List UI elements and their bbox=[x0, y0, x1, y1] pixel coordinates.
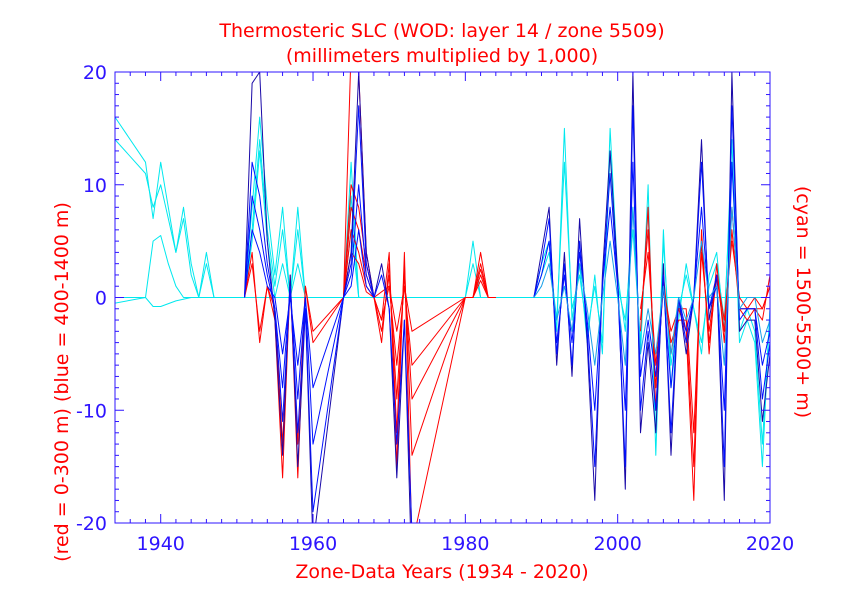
y-tick-label-3: -10 bbox=[76, 400, 107, 422]
y-tick-label-2: 0 bbox=[95, 288, 107, 310]
y-axis-label-left-blue: (blue = 400-1400 m) bbox=[51, 202, 73, 402]
chart-title: Thermosteric SLC (WOD: layer 14 / zone 5… bbox=[218, 20, 664, 42]
y-axis-label-right: (cyan = 1500-5500+ m) bbox=[792, 186, 814, 418]
x-tick-label-1: 1960 bbox=[289, 533, 337, 555]
y-axis-label-left: (red = 0-300 m) (blue = 400-1400 m) bbox=[51, 202, 73, 562]
series-line-blue-3 bbox=[244, 229, 375, 389]
series-line-teal-1 bbox=[533, 206, 770, 366]
x-tick-label-0: 1940 bbox=[137, 533, 185, 555]
series-line-blue-4 bbox=[533, 105, 770, 468]
y-tick-label-0: 20 bbox=[83, 62, 107, 84]
x-tick-label-4: 2020 bbox=[746, 533, 794, 555]
x-tick-label-3: 2000 bbox=[593, 533, 641, 555]
y-axis-label-left-red: (red = 0-300 m) bbox=[51, 408, 73, 562]
series-line-blue-5 bbox=[533, 161, 770, 411]
series-line-cyan-4 bbox=[115, 297, 770, 307]
series-line-blue-2 bbox=[244, 184, 375, 445]
chart-subtitle: (millimeters multiplied by 1,000) bbox=[286, 45, 598, 67]
y-tick-label-4: -20 bbox=[76, 513, 107, 535]
series-layer bbox=[115, 72, 770, 523]
series-line-red-4 bbox=[343, 229, 496, 366]
y-tick-label-1: 10 bbox=[83, 175, 107, 197]
x-tick-label-2: 1980 bbox=[441, 533, 489, 555]
series-line-red-5 bbox=[343, 251, 496, 332]
series-line-blue-1 bbox=[244, 105, 413, 523]
x-axis-label: Zone-Data Years (1934 - 2020) bbox=[295, 561, 588, 583]
